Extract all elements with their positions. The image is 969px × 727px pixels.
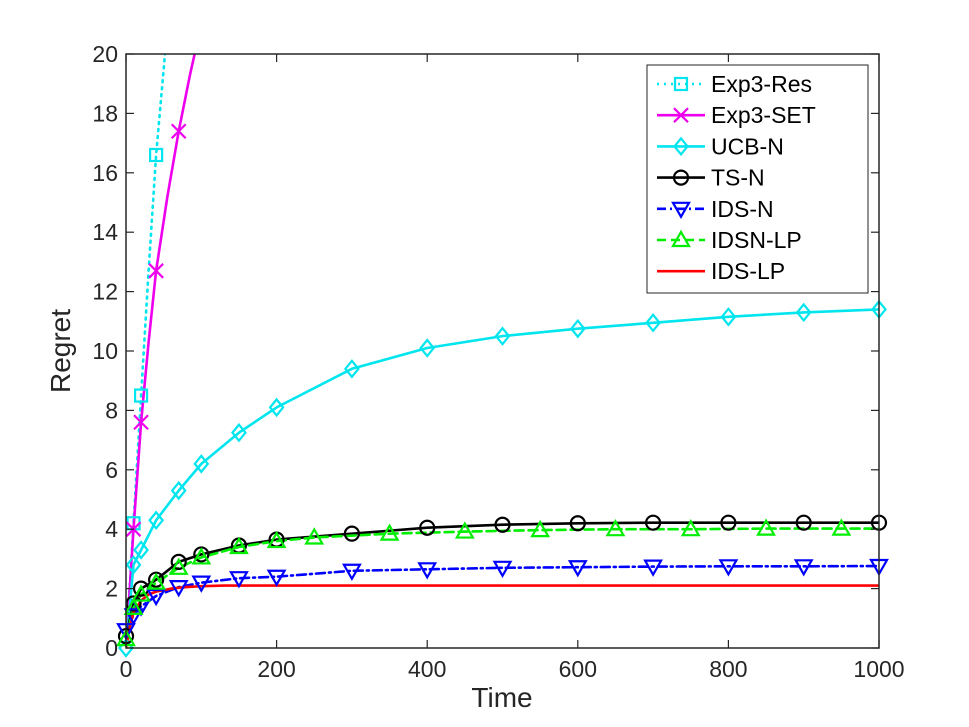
data-point-ucb-n <box>343 359 360 379</box>
data-point-idsn-lp <box>123 597 144 616</box>
legend-label-ts-n: TS-N <box>711 165 765 191</box>
tick-layer: 0 200 400 600 800 1000 0 2 4 6 8 10 12 14 16 18 20 <box>92 41 904 682</box>
data-point-exp3-res <box>133 388 149 403</box>
x-axis-label: Time <box>471 682 532 713</box>
data-point-ts-n <box>644 514 662 531</box>
data-point-ucb-n <box>125 555 142 575</box>
legend-label-ids-lp: IDS-LP <box>711 258 785 284</box>
data-point-ts-n <box>795 514 812 531</box>
data-point-ts-n <box>494 516 511 533</box>
legend-marker-exp3-res <box>673 76 689 92</box>
data-point-ts-n <box>569 515 586 532</box>
data-point-ucb-n <box>569 318 586 339</box>
x-tick-label: 600 <box>559 656 597 682</box>
legend-marker-ids-n <box>671 201 691 220</box>
data-point-idsn-lp <box>146 572 167 590</box>
data-point-ids-n <box>417 562 438 580</box>
data-point-exp3-set <box>170 123 187 139</box>
data-point-ucb-n <box>193 454 210 474</box>
data-point-ids-n <box>567 560 588 578</box>
data-point-idsn-lp <box>304 527 325 545</box>
data-point-idsn-lp <box>191 547 212 565</box>
data-point-ts-n <box>343 525 360 542</box>
data-point-idsn-lp <box>454 521 475 539</box>
y-tick-label: 8 <box>105 397 118 423</box>
x-tick-label: 1000 <box>853 656 904 682</box>
data-point-exp3-set <box>133 414 149 431</box>
y-tick-label: 10 <box>92 338 118 364</box>
data-point-ucb-n <box>231 422 247 443</box>
data-point-ids-n <box>492 560 513 579</box>
y-tick-label: 4 <box>105 516 118 542</box>
legend-label-ucb-n: UCB-N <box>711 133 784 159</box>
data-point-idsn-lp <box>680 518 701 537</box>
y-tick-label: 20 <box>92 41 118 67</box>
data-point-ucb-n <box>170 480 187 501</box>
x-tick-label: 0 <box>120 656 133 682</box>
y-tick-label: 6 <box>105 457 118 483</box>
y-tick-label: 16 <box>92 160 118 186</box>
data-point-ids-n <box>342 563 362 581</box>
legend: Exp3-Res Exp3-SET UCB-N TS-N IDS-N IDSN-LP IDS… <box>646 64 869 294</box>
y-tick-label: 14 <box>92 219 118 245</box>
data-point-ucb-n <box>148 510 165 531</box>
y-tick-label: 0 <box>105 635 118 661</box>
data-point-ids-n <box>191 575 212 593</box>
data-point-ucb-n <box>268 397 285 418</box>
legend-marker-ucb-n <box>673 136 689 157</box>
y-tick-label: 18 <box>92 100 118 126</box>
data-point-ids-n <box>643 559 663 577</box>
legend-marker-exp3-set <box>673 107 689 123</box>
data-point-ids-n <box>229 571 249 589</box>
legend-label-idsn-lp: IDSN-LP <box>711 227 802 253</box>
data-point-ucb-n <box>720 307 737 327</box>
y-tick-label: 2 <box>105 576 118 602</box>
y-axis-label: Regret <box>45 309 76 393</box>
data-point-ucb-n <box>419 338 436 358</box>
data-point-ucb-n <box>133 540 149 560</box>
data-point-ucb-n <box>494 326 511 346</box>
data-point-ts-n <box>720 514 737 531</box>
data-point-idsn-lp <box>831 518 852 536</box>
data-point-idsn-lp <box>379 523 400 541</box>
legend-marker-idsn-lp <box>671 229 691 248</box>
data-point-idsn-lp <box>756 518 776 536</box>
x-tick-label: 800 <box>709 656 747 682</box>
data-point-exp3-res <box>149 147 164 163</box>
legend-box <box>646 64 869 294</box>
y-tick-label: 12 <box>92 279 118 305</box>
data-point-idsn-lp <box>168 557 189 575</box>
legend-label-exp3-res: Exp3-Res <box>711 71 812 97</box>
data-point-idsn-lp <box>605 518 626 537</box>
data-point-ids-n <box>123 608 144 626</box>
data-point-ids-n <box>168 580 189 598</box>
data-point-idsn-lp <box>530 519 551 538</box>
data-point-ts-n <box>419 519 436 536</box>
data-point-ids-n <box>146 588 167 607</box>
series-line-ucb-n <box>126 308 879 648</box>
data-point-idsn-lp <box>131 584 151 602</box>
legend-label-ids-n: IDS-N <box>711 196 774 222</box>
x-tick-label: 200 <box>257 656 295 682</box>
legend-label-exp3-set: Exp3-SET <box>711 102 816 128</box>
legend-marker-ts-n <box>672 169 690 186</box>
series-line-idsn-lp <box>126 527 879 641</box>
data-point-idsn-lp <box>266 530 287 549</box>
data-point-idsn-lp <box>229 536 249 555</box>
data-point-ucb-n <box>795 302 812 323</box>
data-point-ts-n <box>170 553 187 570</box>
data-point-ucb-n <box>645 313 662 333</box>
data-point-ids-n <box>793 559 814 577</box>
x-tick-label: 400 <box>408 656 446 682</box>
data-point-ids-n <box>266 569 287 587</box>
data-point-ids-n <box>718 559 739 577</box>
data-point-exp3-set <box>148 263 164 279</box>
